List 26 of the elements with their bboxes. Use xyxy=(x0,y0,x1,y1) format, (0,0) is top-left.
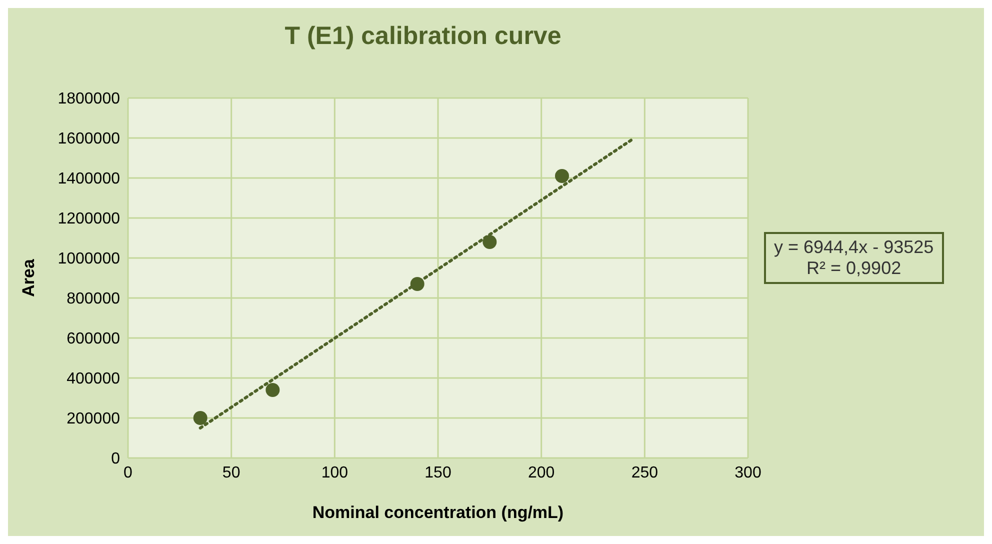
x-tick-label: 50 xyxy=(222,464,240,482)
point xyxy=(193,411,208,425)
y-tick-label: 600000 xyxy=(66,330,120,348)
y-tick-label: 200000 xyxy=(66,410,120,428)
x-axis-title: Nominal concentration (ng/mL) xyxy=(312,503,564,522)
y-tick-label: 1200000 xyxy=(58,210,120,228)
x-tick-label: 0 xyxy=(124,464,133,482)
y-tick-label: 800000 xyxy=(66,290,120,308)
y-tick-label: 0 xyxy=(111,450,120,468)
text: R² = 0,9902 xyxy=(806,258,902,279)
x-tick-label: 100 xyxy=(321,464,348,482)
y-tick-label: 1400000 xyxy=(58,170,120,188)
point xyxy=(482,235,497,249)
point xyxy=(266,383,280,397)
x-tick-label: 200 xyxy=(528,464,555,482)
y-tick-label: 1000000 xyxy=(58,250,120,268)
x-tick-label: 300 xyxy=(734,464,762,482)
y-tick-label: 400000 xyxy=(66,370,120,388)
y-tick-label: 1800000 xyxy=(58,90,120,108)
text: y = 6944,4x - 93525 xyxy=(774,237,934,258)
y-tick-label: 1600000 xyxy=(58,130,120,148)
y-axis-title: Area xyxy=(19,258,38,297)
chart-title: T (E1) calibration curve xyxy=(284,22,562,51)
x-tick-label: 150 xyxy=(424,464,452,482)
x-tick-label: 250 xyxy=(631,464,658,482)
point xyxy=(555,169,569,183)
